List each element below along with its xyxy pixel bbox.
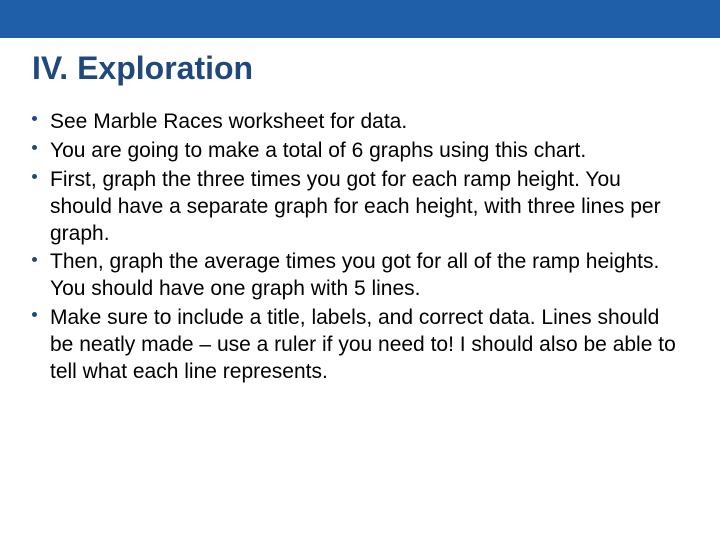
bullet-text: See Marble Races worksheet for data.: [50, 109, 688, 136]
top-accent-bar: [0, 0, 720, 38]
slide-title: IV. Exploration: [32, 50, 688, 87]
bullet-item: Then, graph the average times you got fo…: [32, 249, 688, 303]
bullet-dot-icon: [32, 116, 37, 121]
bullet-text: Make sure to include a title, labels, an…: [50, 305, 688, 386]
bullet-text: Then, graph the average times you got fo…: [50, 249, 688, 303]
bullet-list: See Marble Races worksheet for data.You …: [32, 109, 688, 386]
bullet-item: Make sure to include a title, labels, an…: [32, 305, 688, 386]
bullet-text: First, graph the three times you got for…: [50, 167, 688, 248]
bullet-dot-icon: [32, 257, 37, 262]
bullet-dot-icon: [32, 312, 37, 317]
bullet-item: First, graph the three times you got for…: [32, 167, 688, 248]
bullet-text: You are going to make a total of 6 graph…: [50, 138, 688, 165]
bullet-dot-icon: [32, 145, 37, 150]
slide-content: IV. Exploration See Marble Races workshe…: [0, 38, 720, 386]
bullet-item: See Marble Races worksheet for data.: [32, 109, 688, 136]
bullet-item: You are going to make a total of 6 graph…: [32, 138, 688, 165]
bullet-dot-icon: [32, 174, 37, 179]
